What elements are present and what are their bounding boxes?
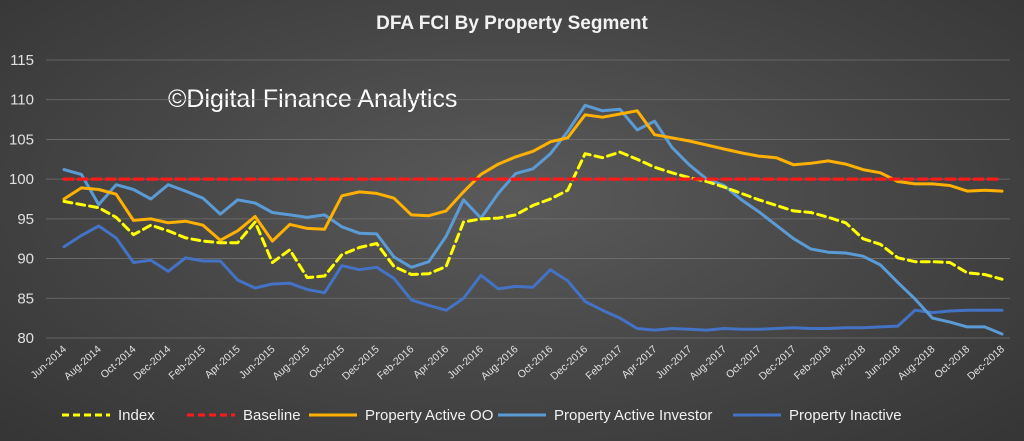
x-tick-label: Aug-2014: [62, 343, 104, 382]
x-tick-label: Apr-2017: [619, 343, 659, 381]
x-tick-label: Dec-2015: [340, 343, 382, 382]
y-tick-label: 115: [10, 52, 34, 69]
x-tick-label: Feb-2016: [375, 343, 417, 382]
x-tick-label: Feb-2017: [583, 343, 625, 382]
x-tick-label: Aug-2015: [270, 343, 312, 382]
x-tick-label: Feb-2015: [167, 343, 209, 382]
legend-label: Index: [118, 407, 155, 424]
x-tick-label: Apr-2015: [203, 343, 243, 381]
y-tick-label: 90: [17, 251, 34, 268]
x-tick-label: Dec-2016: [548, 343, 590, 382]
y-axis-ticks: 80 85 90 95 100 105 110 115: [9, 52, 34, 347]
series-line-property-active-oo: [62, 109, 1004, 243]
series-line-property-active-investor: [62, 103, 1004, 336]
series-line-index: [62, 150, 1004, 281]
watermark-text: ©Digital Finance Analytics: [168, 85, 457, 113]
y-tick-label: 105: [9, 131, 34, 148]
legend-label: Property Inactive: [789, 407, 902, 424]
y-tick-label: 100: [9, 171, 34, 188]
legend-label: Property Active Investor: [554, 407, 712, 424]
x-tick-label: Aug-2017: [687, 343, 729, 382]
x-tick-label: Dec-2017: [757, 343, 799, 382]
x-tick-label: Apr-2016: [411, 343, 451, 381]
x-tick-label: Feb-2018: [792, 343, 834, 382]
legend-label: Baseline: [243, 407, 301, 424]
series-lines: [62, 103, 1004, 336]
y-tick-label: 110: [10, 92, 34, 109]
x-tick-label: Aug-2018: [896, 343, 938, 382]
y-tick-label: 80: [17, 330, 34, 347]
y-tick-label: 85: [17, 290, 34, 307]
x-tick-label: Aug-2016: [479, 343, 521, 382]
legend: Index Baseline Property Active OO Property …: [62, 407, 902, 424]
x-tick-label: Dec-2018: [965, 343, 1007, 382]
chart-title: DFA FCI By Property Segment: [376, 13, 648, 34]
x-tick-label: Dec-2014: [131, 343, 173, 382]
x-tick-label: Apr-2018: [828, 343, 868, 381]
x-axis-ticks: Jun-2014Aug-2014Oct-2014Dec-2014Feb-2015…: [28, 343, 1007, 382]
legend-label: Property Active OO: [365, 407, 493, 424]
y-tick-label: 95: [17, 211, 34, 228]
series-line-property-inactive: [62, 224, 1004, 332]
